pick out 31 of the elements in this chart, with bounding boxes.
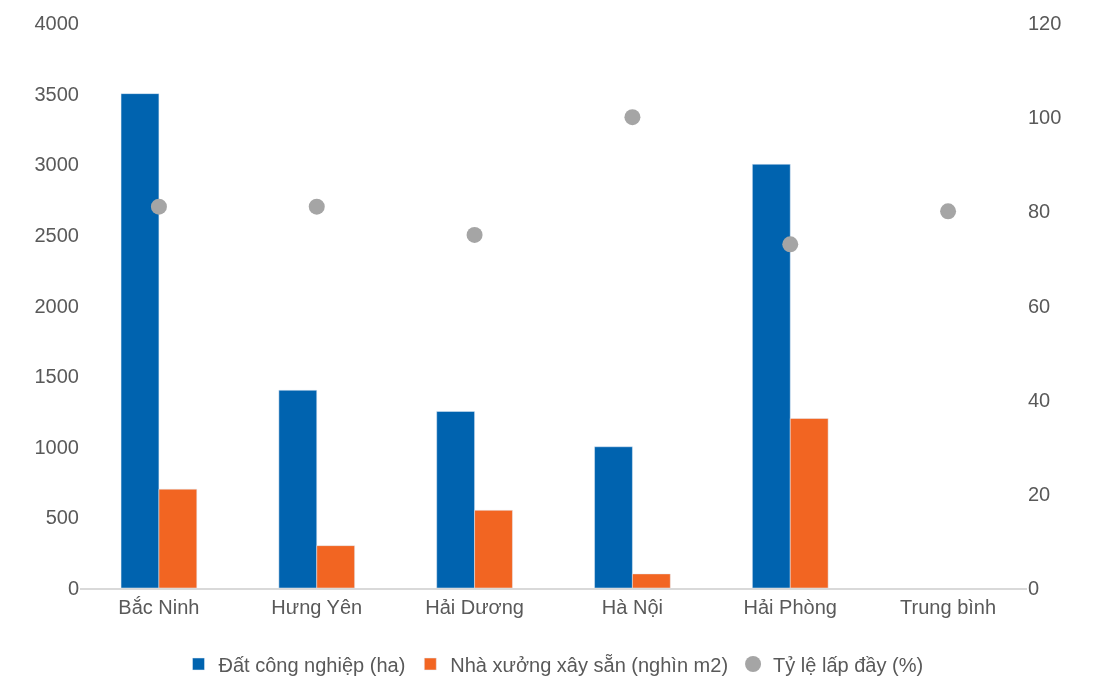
point xyxy=(624,109,641,126)
legend-label: Nhà xưởng xây sẵn (nghìn m2) xyxy=(450,653,729,676)
x-tick-label: Hưng Yên xyxy=(271,596,363,618)
x-tick-label: Hải Dương xyxy=(425,596,524,618)
x-tick-label: Bắc Ninh xyxy=(118,596,200,618)
legend-label: Đất công nghiệp (ha) xyxy=(218,653,406,676)
y2-tick-label: 0 xyxy=(1028,577,1040,599)
point xyxy=(150,198,167,215)
y2-tick-label: 120 xyxy=(1028,12,1062,34)
x-tick-label: Hải Phòng xyxy=(743,596,837,618)
y-tick-label: 500 xyxy=(45,506,79,529)
y2-tick-label: 100 xyxy=(1028,106,1062,129)
y2-tick-label: 80 xyxy=(1028,200,1051,223)
y-tick-label: 4000 xyxy=(34,12,79,34)
point xyxy=(466,226,483,243)
legend-label: Tỷ lệ lấp đầy (%) xyxy=(773,653,924,676)
y2-tick-label: 40 xyxy=(1028,388,1051,411)
x-tick-label: Hà Nội xyxy=(601,596,663,618)
y2-tick-label: 60 xyxy=(1028,294,1051,317)
point xyxy=(308,198,325,215)
y2-tick-label: 20 xyxy=(1028,482,1051,505)
y-tick-label: 3500 xyxy=(34,82,79,105)
point xyxy=(782,236,799,253)
point xyxy=(940,203,957,220)
x-tick-label: Trung bình xyxy=(900,596,997,618)
y-tick-label: 2500 xyxy=(34,223,79,246)
y-tick-label: 0 xyxy=(67,577,79,599)
y-tick-label: 1000 xyxy=(34,435,79,458)
y-tick-label: 3000 xyxy=(34,153,79,176)
y-tick-label: 2000 xyxy=(34,294,79,317)
y-tick-label: 1500 xyxy=(34,365,79,388)
